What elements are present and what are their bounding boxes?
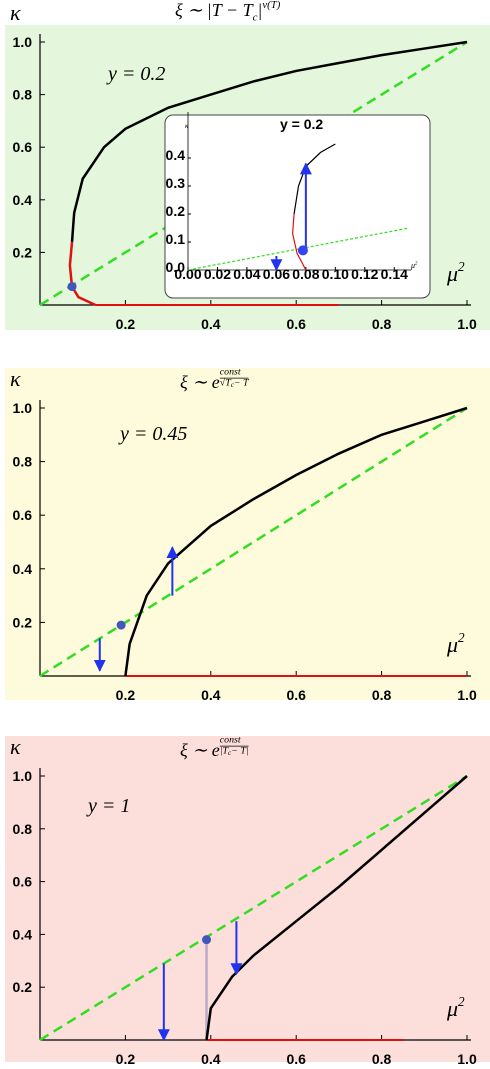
y-tick-label: 0.2 [13, 614, 33, 630]
chart-title: y = 0.2 [280, 116, 323, 132]
panel-background [5, 736, 490, 1062]
x-tick-label: 0.08 [292, 266, 319, 282]
point [116, 620, 126, 630]
x-tick-label: 0.12 [351, 266, 378, 282]
point [67, 282, 77, 292]
y-tick-label: 0.3 [166, 175, 186, 191]
x-tick-label: 1.0 [457, 316, 477, 332]
panel-background [5, 368, 490, 700]
annotation: y = 1 [86, 795, 130, 817]
x-tick-label: 0.8 [372, 1051, 392, 1067]
curve [292, 213, 307, 271]
chart-title: ξ ∼ |T − T [175, 0, 255, 20]
x-axis-label: μ [410, 261, 415, 270]
x-tick-label: 0.8 [372, 687, 392, 703]
y-tick-label: 0.2 [13, 979, 33, 995]
x-tick-label: 0.6 [286, 316, 306, 332]
x-axis-label: 2 [458, 259, 465, 274]
y-tick-label: 0.6 [13, 507, 33, 523]
point [297, 245, 308, 256]
y-axis-label: κ [10, 0, 21, 25]
chart-title: − T| [231, 745, 248, 756]
y-axis-label: κ [10, 734, 21, 759]
y-axis-label: κ [10, 366, 21, 391]
x-tick-label: 0.2 [116, 687, 136, 703]
x-tick-label: 0.02 [204, 266, 231, 282]
x-tick-label: 0.10 [322, 266, 349, 282]
inset-panel [164, 114, 431, 299]
x-tick-label: 1.0 [457, 687, 477, 703]
x-tick-label: 0.6 [286, 1051, 306, 1067]
chart-title: ν(T) [262, 0, 280, 11]
chart-title: c [253, 12, 258, 24]
y-tick-label: 0.0 [166, 259, 186, 275]
curve [205, 775, 468, 1041]
dashed-line [39, 406, 468, 678]
x-tick-label: 0.8 [372, 316, 392, 332]
chart-title: const [220, 367, 241, 378]
y-tick-label: 0.6 [13, 139, 33, 155]
y-axis-label: κ [185, 122, 189, 130]
chart-title: |T [220, 745, 230, 756]
x-tick-label: 0.14 [381, 266, 408, 282]
y-tick-label: 1.0 [13, 400, 33, 416]
chart-title: c [231, 381, 235, 389]
y-tick-label: 0.4 [13, 926, 33, 942]
x-tick-label: 0.04 [233, 266, 260, 282]
y-tick-label: 1.0 [13, 768, 33, 784]
x-tick-label: 0.06 [263, 266, 290, 282]
y-tick-label: 0.4 [13, 561, 33, 577]
x-axis-label: μ [446, 996, 458, 1021]
dashed-line [39, 40, 468, 307]
point [202, 935, 212, 945]
chart-title: | [257, 0, 262, 20]
chart-title: const [220, 735, 241, 746]
y-tick-label: 0.8 [13, 821, 33, 837]
curve [70, 40, 468, 242]
x-tick-label: 0.4 [201, 1051, 221, 1067]
x-axis-label: 2 [458, 630, 465, 645]
y-tick-label: 0.1 [166, 231, 186, 247]
dashed-line [39, 774, 468, 1042]
y-tick-label: 0.2 [166, 203, 186, 219]
annotation: y = 0.2 [106, 63, 165, 85]
x-tick-label: 0.2 [116, 316, 136, 332]
y-tick-label: 0.4 [13, 192, 33, 208]
annotation: y = 0.45 [118, 423, 187, 445]
chart-title: c [228, 749, 232, 757]
y-tick-label: 0.8 [13, 87, 33, 103]
chart-title: √T [220, 377, 232, 388]
chart-title: − T [234, 377, 250, 388]
chart-title: ξ ∼ e [180, 740, 220, 760]
x-tick-label: 0.4 [201, 687, 221, 703]
x-axis-label: μ [446, 261, 458, 286]
y-tick-label: 0.2 [13, 244, 33, 260]
curve [124, 406, 468, 677]
x-axis-label: 2 [415, 261, 418, 266]
y-tick-label: 0.8 [13, 454, 33, 470]
y-tick-label: 0.4 [166, 147, 186, 163]
y-tick-label: 0.6 [13, 874, 33, 890]
x-tick-label: 0.6 [286, 687, 306, 703]
x-axis-label: 2 [458, 994, 465, 1009]
x-axis-label: μ [446, 632, 458, 657]
x-tick-label: 0.2 [116, 1051, 136, 1067]
x-tick-label: 1.0 [457, 1051, 477, 1067]
chart-title: ξ ∼ e [180, 372, 220, 392]
x-tick-label: 0.00 [174, 266, 201, 282]
y-tick-label: 1.0 [13, 34, 33, 50]
x-tick-label: 0.4 [201, 316, 221, 332]
